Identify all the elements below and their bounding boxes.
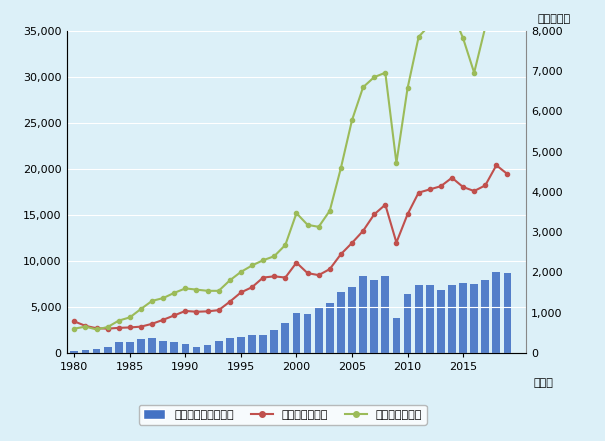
Bar [503, 273, 511, 353]
Bar [115, 342, 123, 353]
Bar [204, 345, 212, 353]
Bar [237, 337, 245, 353]
Bar [260, 335, 267, 353]
Bar [448, 285, 456, 353]
Bar [293, 313, 300, 353]
Bar [70, 351, 78, 353]
Bar [137, 340, 145, 353]
Bar [381, 277, 389, 353]
Bar [348, 287, 356, 353]
Bar [326, 303, 333, 353]
Bar [171, 342, 178, 353]
Bar [415, 285, 422, 353]
Bar [492, 272, 500, 353]
Bar [337, 292, 345, 353]
Bar [82, 350, 90, 353]
Bar [126, 342, 134, 353]
Bar [103, 347, 111, 353]
Bar [370, 280, 378, 353]
Bar [248, 335, 256, 353]
Bar [459, 283, 467, 353]
Text: （億ドル）: （億ドル） [538, 14, 571, 24]
Bar [426, 285, 434, 353]
Bar [404, 295, 411, 353]
Bar [270, 330, 278, 353]
Bar [182, 344, 189, 353]
Bar [281, 322, 289, 353]
Bar [148, 338, 156, 353]
Bar [159, 341, 167, 353]
Bar [226, 337, 234, 353]
Text: （年）: （年） [533, 378, 553, 388]
Bar [215, 340, 223, 353]
Bar [93, 349, 100, 353]
Legend: 貳易赤字額（右軸）, 輸出額（左軸）, 輸入額（左軸）: 貳易赤字額（右軸）, 輸出額（左軸）, 輸入額（左軸） [139, 405, 427, 425]
Bar [470, 284, 478, 353]
Bar [304, 314, 312, 353]
Bar [437, 290, 445, 353]
Bar [192, 347, 200, 353]
Bar [315, 308, 322, 353]
Bar [482, 280, 489, 353]
Bar [393, 318, 401, 353]
Bar [359, 276, 367, 353]
